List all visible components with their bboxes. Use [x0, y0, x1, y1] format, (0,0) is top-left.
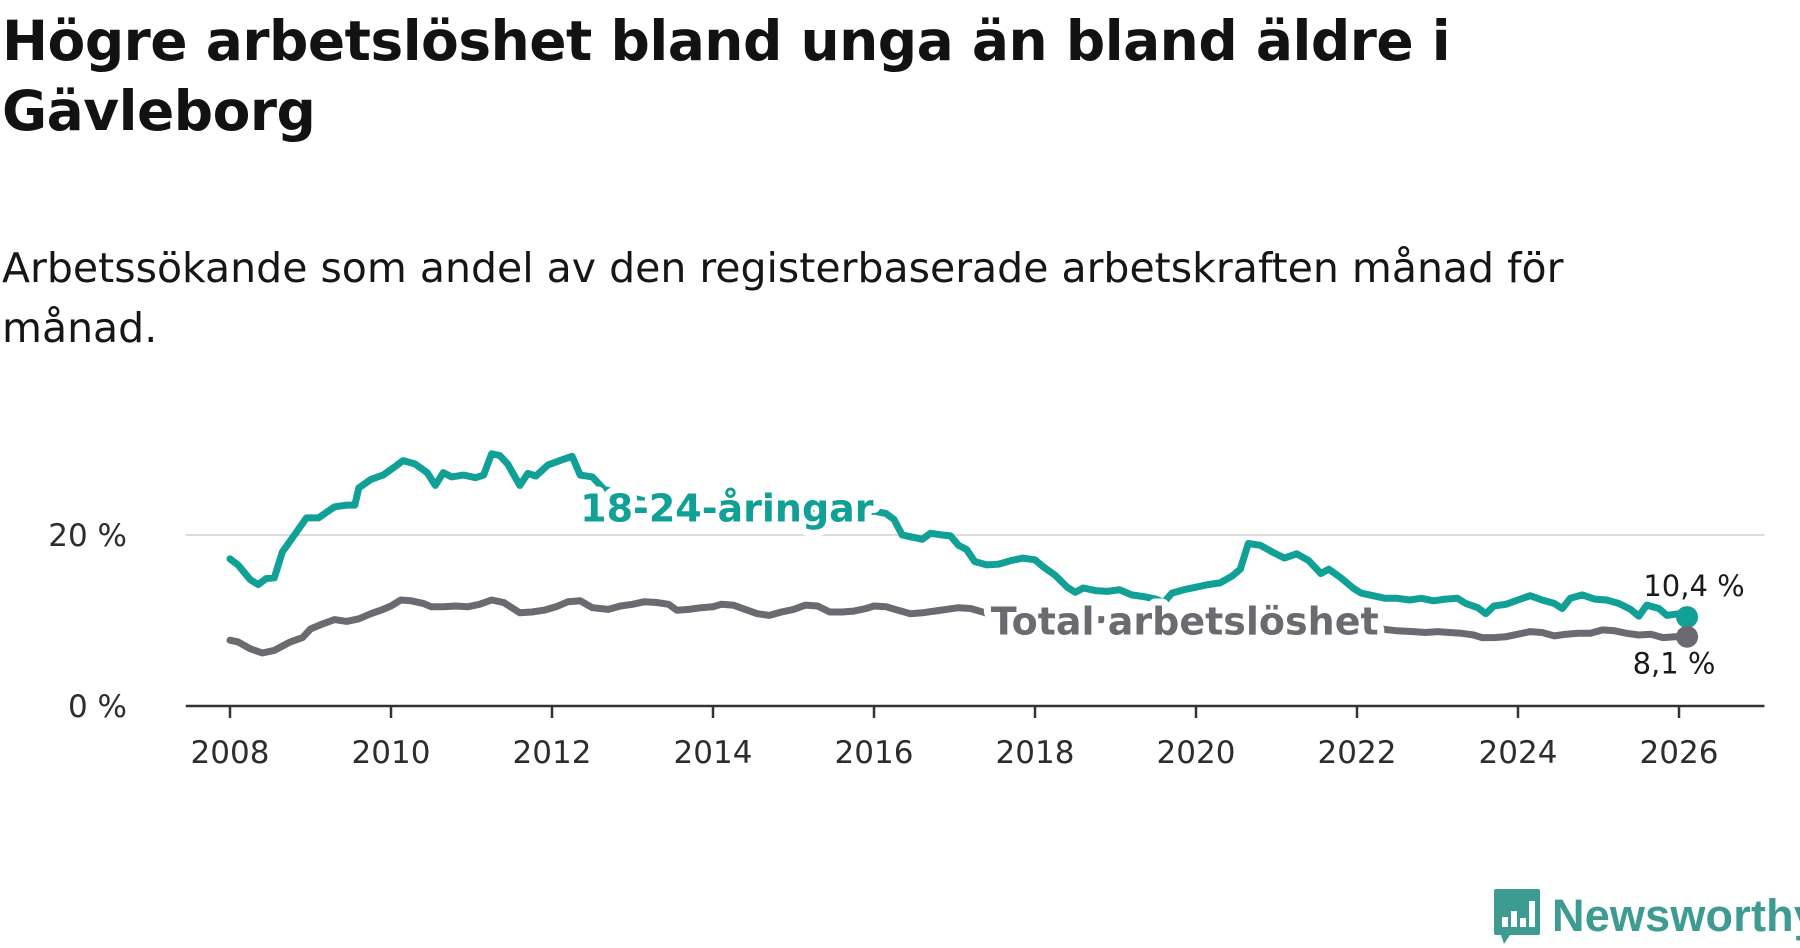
series-line-youth: [226, 450, 1691, 621]
brand-name: Newsworthy: [1552, 890, 1800, 941]
series-label-youth: 18-24-åringar: [580, 487, 874, 531]
chart-title: Högre arbetslöshet bland unga än bland ä…: [2, 9, 1451, 143]
x-tick-label-2012: 2012: [513, 735, 592, 771]
series-label-total: Total arbetslöshet: [991, 600, 1379, 644]
x-tick-label-2024: 2024: [1479, 735, 1558, 771]
newsworthy-logo-icon: [1494, 889, 1540, 944]
end-value-label-total: 8,1 %: [1633, 647, 1716, 681]
series-label-youth-halo: 18-24-åringar: [580, 487, 874, 531]
x-tick-label-2016: 2016: [835, 735, 914, 771]
end-value-label-youth: 10,4 %: [1643, 569, 1744, 603]
x-tick-label-2026: 2026: [1640, 735, 1719, 771]
x-tick-label-2010: 2010: [352, 735, 431, 771]
x-tick-label-2014: 2014: [674, 735, 753, 771]
series-label-total-halo: Total arbetslöshet: [991, 600, 1379, 644]
y-tick-label-0: 0 %: [68, 689, 127, 725]
x-tick-label-2022: 2022: [1318, 735, 1397, 771]
chart-subtitle: Arbetssökande som andel av den registerb…: [2, 244, 1564, 352]
y-tick-label-20: 20 %: [48, 518, 127, 554]
series-end-marker-total: [1676, 625, 1699, 648]
x-tick-label-2020: 2020: [1157, 735, 1236, 771]
brand-logo: Newsworthy: [1492, 887, 1800, 945]
x-tick-label-2018: 2018: [996, 735, 1075, 771]
series-end-marker-youth: [1676, 606, 1699, 629]
series-line-total: [226, 596, 1691, 657]
x-tick-label-2008: 2008: [191, 735, 270, 771]
